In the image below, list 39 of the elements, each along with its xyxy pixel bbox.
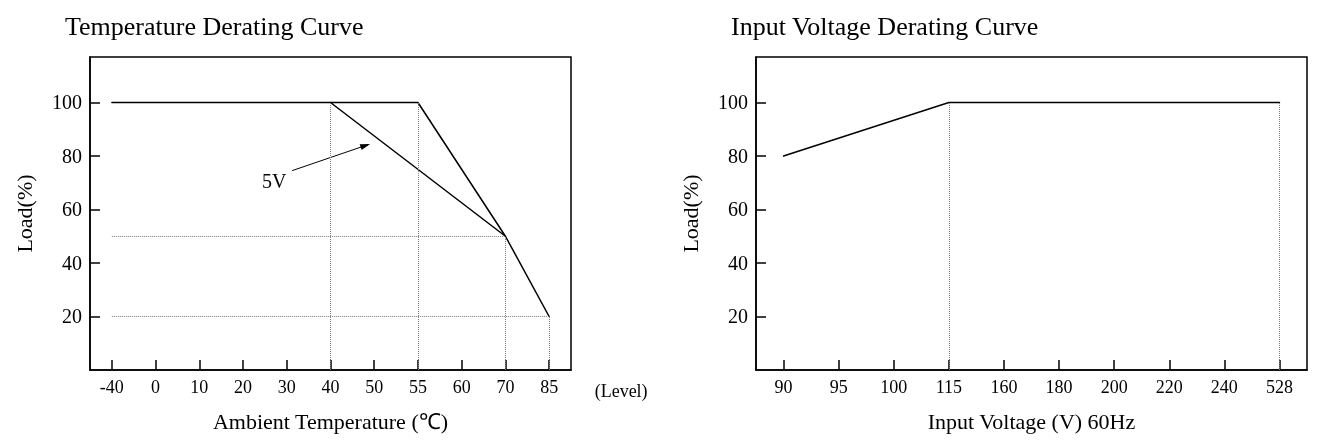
y-tick-label: 60 [62,198,82,221]
x-tick-label: 10 [190,377,209,397]
x-tick-label: 200 [1100,377,1128,397]
x-tick-label: 30 [277,377,296,397]
x-tick-label: 55 [408,377,427,397]
x-tick-label: 70 [496,377,515,397]
x-tick-label: 85 [540,377,559,397]
y-tick-label: 100 [718,91,748,114]
x-tick-label: -40 [99,377,124,397]
x-tick-label: 180 [1045,377,1073,397]
y-tick-label: 20 [728,305,748,328]
y-tick-label: 40 [62,251,82,274]
x-tick-label: 115 [935,377,963,397]
chart-title: Input Voltage Derating Curve [731,11,1039,41]
x-tick-label: 160 [990,377,1018,397]
chart-title: Temperature Derating Curve [65,11,364,41]
x-axis-title: Input Voltage (V) 60Hz [927,408,1136,434]
x-tick-label: 50 [365,377,384,397]
x-tick-label: 240 [1210,377,1238,397]
x-tick-label: 528 [1265,377,1293,397]
x-tick-label: 60 [452,377,471,397]
y-tick-label: 60 [728,198,748,221]
y-tick-label: 40 [728,251,748,274]
x-tick-label: 95 [829,377,848,397]
x-tick-label: 100 [880,377,908,397]
x-tick-label: 20 [234,377,253,397]
x-tick-label: 0 [151,377,161,397]
x-tick-label: 220 [1155,377,1183,397]
y-axis-title: Load(%) [677,174,703,253]
y-tick-label: 20 [62,305,82,328]
y-tick-label: 80 [728,144,748,167]
x-tick-label: 40 [321,377,340,397]
text: (Level) [594,381,648,402]
y-tick-label: 80 [62,144,82,167]
x-axis-title: Ambient Temperature (℃) [212,408,449,434]
y-tick-label: 100 [52,91,82,114]
x-tick-label: 90 [774,377,793,397]
y-axis-title: Load(%) [11,174,37,253]
text: 5V [262,169,287,192]
